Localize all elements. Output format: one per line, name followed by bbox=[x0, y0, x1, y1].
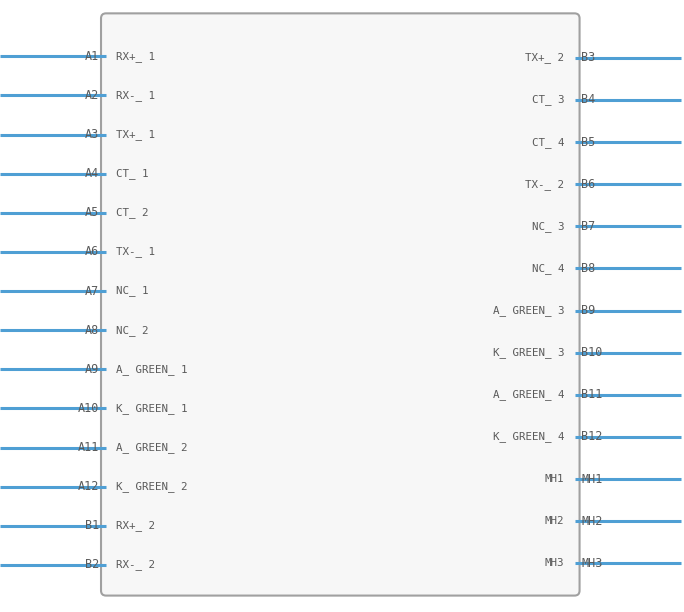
Text: CT_ 2: CT_ 2 bbox=[116, 207, 149, 218]
Text: B4: B4 bbox=[581, 94, 596, 106]
Text: MH2: MH2 bbox=[581, 515, 603, 528]
Text: A_ GREEN_ 2: A_ GREEN_ 2 bbox=[116, 442, 188, 453]
Text: CT_ 3: CT_ 3 bbox=[531, 94, 564, 105]
Text: TX-_ 2: TX-_ 2 bbox=[525, 179, 564, 190]
Text: TX+_ 1: TX+_ 1 bbox=[116, 129, 155, 140]
Text: RX-_ 1: RX-_ 1 bbox=[116, 90, 155, 101]
Text: MH3: MH3 bbox=[544, 558, 564, 569]
Text: A2: A2 bbox=[85, 89, 99, 102]
Text: B9: B9 bbox=[581, 304, 596, 317]
Text: NC_ 2: NC_ 2 bbox=[116, 325, 149, 335]
Text: B10: B10 bbox=[581, 346, 603, 359]
Text: A10: A10 bbox=[78, 402, 99, 415]
Text: MH1: MH1 bbox=[544, 474, 564, 484]
Text: K_ GREEN_ 2: K_ GREEN_ 2 bbox=[116, 481, 188, 492]
Text: B7: B7 bbox=[581, 220, 596, 233]
Text: K_ GREEN_ 4: K_ GREEN_ 4 bbox=[492, 431, 564, 442]
Text: A3: A3 bbox=[85, 128, 99, 141]
Text: NC_ 3: NC_ 3 bbox=[531, 221, 564, 232]
FancyBboxPatch shape bbox=[101, 13, 579, 595]
Text: A8: A8 bbox=[85, 324, 99, 337]
Text: A_ GREEN_ 3: A_ GREEN_ 3 bbox=[492, 305, 564, 316]
Text: B1: B1 bbox=[85, 519, 99, 532]
Text: B6: B6 bbox=[581, 177, 596, 191]
Text: RX+_ 1: RX+_ 1 bbox=[116, 51, 155, 62]
Text: B5: B5 bbox=[581, 135, 596, 149]
Text: A11: A11 bbox=[78, 441, 99, 454]
Text: A9: A9 bbox=[85, 363, 99, 376]
Text: NC_ 1: NC_ 1 bbox=[116, 286, 149, 296]
Text: MH3: MH3 bbox=[581, 557, 603, 570]
Text: B12: B12 bbox=[581, 430, 603, 444]
Text: B8: B8 bbox=[581, 262, 596, 275]
Text: A5: A5 bbox=[85, 206, 99, 219]
Text: B2: B2 bbox=[85, 558, 99, 572]
Text: A_ GREEN_ 4: A_ GREEN_ 4 bbox=[492, 389, 564, 400]
Text: RX-_ 2: RX-_ 2 bbox=[116, 559, 155, 570]
Text: A_ GREEN_ 1: A_ GREEN_ 1 bbox=[116, 364, 188, 375]
Text: NC_ 4: NC_ 4 bbox=[531, 263, 564, 274]
Text: MH2: MH2 bbox=[544, 517, 564, 526]
Text: CT_ 1: CT_ 1 bbox=[116, 168, 149, 179]
Text: A1: A1 bbox=[85, 50, 99, 63]
Text: A4: A4 bbox=[85, 167, 99, 180]
Text: A6: A6 bbox=[85, 245, 99, 258]
Text: K_ GREEN_ 1: K_ GREEN_ 1 bbox=[116, 403, 188, 414]
Text: K_ GREEN_ 3: K_ GREEN_ 3 bbox=[492, 347, 564, 358]
Text: MH1: MH1 bbox=[581, 472, 603, 486]
Text: TX+_ 2: TX+_ 2 bbox=[525, 53, 564, 63]
Text: A7: A7 bbox=[85, 285, 99, 297]
Text: TX-_ 1: TX-_ 1 bbox=[116, 247, 155, 258]
Text: CT_ 4: CT_ 4 bbox=[531, 136, 564, 147]
Text: A12: A12 bbox=[78, 480, 99, 493]
Text: B11: B11 bbox=[581, 389, 603, 401]
Text: B3: B3 bbox=[581, 51, 596, 64]
Text: RX+_ 2: RX+_ 2 bbox=[116, 520, 155, 531]
